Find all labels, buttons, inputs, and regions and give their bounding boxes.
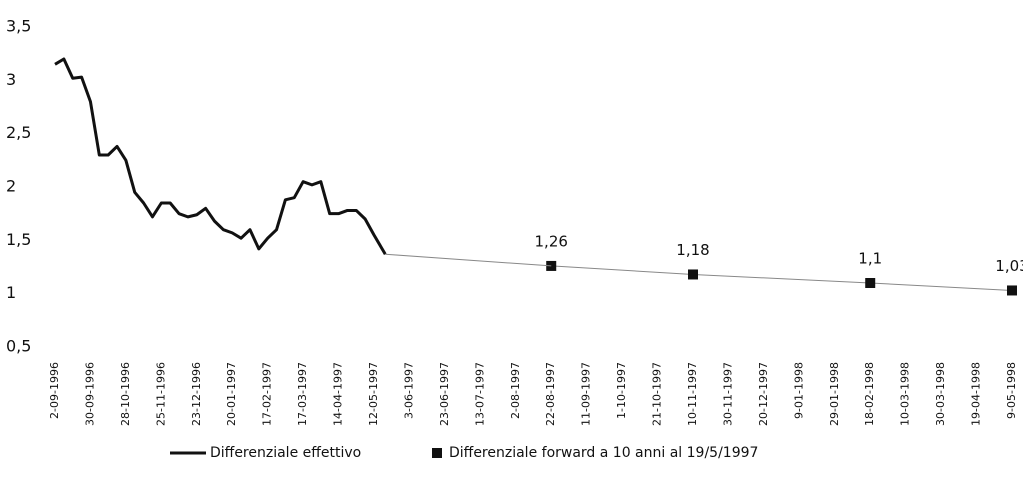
y-tick-label: 1,5 bbox=[6, 230, 31, 249]
line bbox=[54, 57, 387, 255]
x-tick-label: 17-02-1997 bbox=[261, 362, 274, 426]
x-tick-label: 2-08-1997 bbox=[509, 362, 522, 419]
x-tick-label: 21-10-1997 bbox=[651, 362, 664, 426]
x-tick-label: 19-04-1998 bbox=[970, 362, 983, 426]
connector bbox=[385, 253, 552, 267]
x-tick-label: 30-11-1997 bbox=[721, 362, 734, 426]
y-tick-label: 0,5 bbox=[6, 337, 31, 356]
x-tick-label: 2-09-1996 bbox=[48, 362, 61, 419]
marker bbox=[1007, 285, 1017, 296]
y-tick-label: 2,5 bbox=[6, 123, 31, 142]
value-label: 1,03 bbox=[995, 257, 1023, 275]
x-tick-label: 20-12-1997 bbox=[757, 362, 770, 426]
x-tick-label: 11-09-1997 bbox=[580, 362, 593, 426]
marker bbox=[865, 278, 876, 288]
x-tick-label: 10-11-1997 bbox=[686, 362, 699, 426]
x-tick-label: 14-04-1997 bbox=[332, 362, 345, 426]
value-label: 1,18 bbox=[676, 241, 709, 259]
x-tick-label: 17-03-1997 bbox=[296, 362, 309, 426]
x-tick-label: 29-01-1998 bbox=[828, 362, 841, 426]
legend-label: Differenziale effettivo bbox=[210, 445, 361, 461]
y-tick-label: 2 bbox=[6, 177, 16, 196]
y-tick-label: 1 bbox=[6, 283, 16, 302]
legend-swatch bbox=[432, 448, 442, 458]
marker bbox=[688, 269, 698, 280]
x-tick-label: 9-01-1998 bbox=[792, 362, 805, 419]
value-label: 1,1 bbox=[858, 250, 882, 268]
x-tick-label: 18-02-1998 bbox=[863, 362, 876, 426]
x-tick-label: 12-05-1997 bbox=[367, 362, 380, 426]
x-tick-label: 13-07-1997 bbox=[473, 362, 486, 426]
x-tick-label: 30-09-1996 bbox=[83, 362, 96, 426]
legend-label: Differenziale forward a 10 anni al 19/5/… bbox=[449, 445, 758, 461]
line bbox=[551, 265, 1013, 291]
y-tick-label: 3,5 bbox=[6, 17, 31, 36]
x-tick-label: 23-06-1997 bbox=[438, 362, 451, 426]
x-tick-label: 30-03-1998 bbox=[934, 362, 947, 426]
x-tick-label: 25-11-1996 bbox=[154, 362, 167, 426]
x-tick-label: 28-10-1996 bbox=[119, 362, 132, 426]
value-label: 1,26 bbox=[535, 232, 568, 250]
x-tick-label: 20-01-1997 bbox=[225, 362, 238, 426]
x-tick-label: 1-10-1997 bbox=[615, 362, 628, 419]
x-tick-label: 22-08-1997 bbox=[544, 362, 557, 426]
y-tick-label: 3 bbox=[6, 70, 16, 89]
x-tick-label: 9-05-1998 bbox=[1005, 362, 1018, 419]
x-tick-label: 10-03-1998 bbox=[899, 362, 912, 426]
x-tick-label: 23-12-1996 bbox=[190, 362, 203, 426]
x-tick-label: 3-06-1997 bbox=[402, 362, 415, 419]
